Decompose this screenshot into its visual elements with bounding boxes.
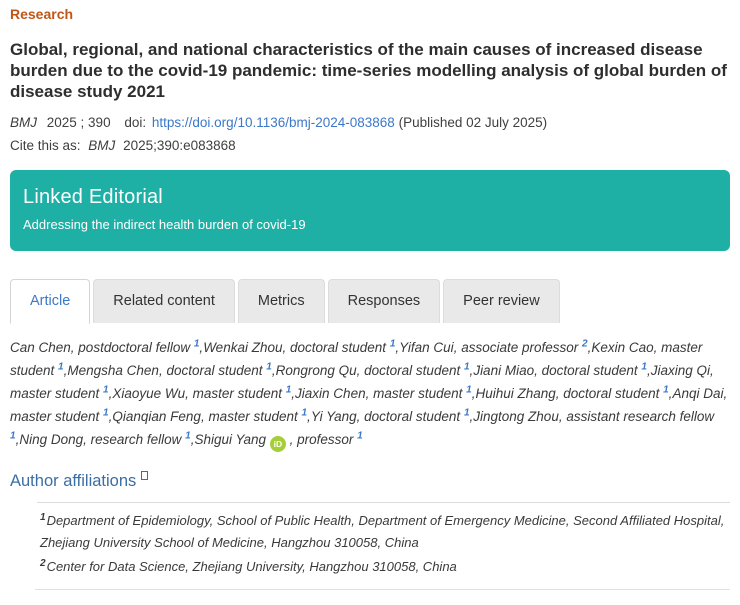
orcid-icon[interactable]: iD bbox=[269, 436, 286, 452]
affiliation-ref: 1 bbox=[301, 407, 308, 419]
affiliation-ref: 1 bbox=[58, 361, 64, 373]
tab-peer-review[interactable]: Peer review bbox=[443, 279, 560, 323]
affiliation-ref: 1 bbox=[285, 384, 292, 396]
cite-as-prefix: Cite this as: bbox=[10, 138, 81, 153]
affiliation-ref: 1 bbox=[10, 430, 16, 442]
published-date: (Published 02 July 2025) bbox=[398, 115, 548, 130]
linked-editorial-title: Linked Editorial bbox=[23, 186, 163, 208]
divider-bottom bbox=[35, 589, 730, 590]
cite-as-detail: 2025;390:e083868 bbox=[123, 138, 236, 153]
author: Wenkai Zhou, doctoral student 1 bbox=[203, 338, 396, 355]
affiliation-ref: 1 bbox=[185, 430, 191, 442]
tab-article[interactable]: Article bbox=[10, 279, 91, 324]
tab-bar: Article Related content Metrics Responses Pe… bbox=[10, 278, 730, 324]
affiliation-ref: 1 bbox=[466, 384, 472, 396]
author: Jiaxin Chen, master student 1 bbox=[295, 384, 472, 401]
affiliation-ref: 1 bbox=[463, 407, 470, 419]
author: Qianqian Feng, master student 1 bbox=[112, 407, 308, 424]
tab-metrics[interactable]: Metrics bbox=[237, 279, 325, 323]
journal-name: BMJ bbox=[10, 115, 37, 130]
affiliation-ref: 1 bbox=[103, 384, 109, 396]
tab-related-content[interactable]: Related content bbox=[93, 279, 235, 323]
affiliation-ref: 1 bbox=[389, 338, 396, 350]
divider-top bbox=[37, 502, 730, 503]
author-list: Can Chen, postdoctoral fellow 1,Wenkai Z… bbox=[10, 336, 730, 452]
affiliation-ref: 1 bbox=[103, 407, 109, 419]
author: Mengsha Chen, doctoral student 1 bbox=[67, 361, 272, 378]
author: Xiaoyue Wu, master student 1 bbox=[112, 384, 292, 401]
author-affiliations-label: Author affiliations bbox=[10, 472, 137, 490]
affiliation-ref: 1 bbox=[641, 361, 647, 373]
section-label-research[interactable]: Research bbox=[10, 6, 74, 22]
affiliation-number: 1 bbox=[40, 511, 46, 523]
author-affiliations-heading[interactable]: Author affiliations bbox=[10, 471, 730, 491]
author: Ning Dong, research fellow 1 bbox=[19, 430, 191, 447]
author: Jingtong Zhou, assistant research fellow… bbox=[10, 409, 715, 442]
affiliation-list: 1Department of Epidemiology, School of P… bbox=[40, 510, 730, 578]
author: Rongrong Qu, doctoral student 1 bbox=[275, 361, 470, 378]
doi-link[interactable]: https://doi.org/10.1136/bmj-2024-083868 bbox=[151, 115, 395, 130]
affiliation-ref: 1 bbox=[266, 361, 272, 373]
author: Jiaxing Qi, master student 1 bbox=[10, 363, 714, 401]
affiliation-ref: 1 bbox=[357, 430, 363, 442]
affiliation-item: 1Department of Epidemiology, School of P… bbox=[40, 511, 725, 550]
year-volume: 2025 ; 390 bbox=[46, 115, 111, 130]
affiliation-item: 2Center for Data Science, Zhejiang Unive… bbox=[40, 557, 457, 574]
affiliation-ref: 1 bbox=[193, 338, 200, 350]
tab-responses[interactable]: Responses bbox=[327, 279, 441, 323]
doi-label: doi: bbox=[124, 115, 147, 130]
author: Can Chen, postdoctoral fellow 1 bbox=[10, 338, 200, 355]
author: Huihui Zhang, doctoral student 1 bbox=[475, 384, 669, 401]
cite-as-journal: BMJ bbox=[88, 138, 116, 153]
author: Jiani Miao, doctoral student 1 bbox=[473, 361, 647, 378]
affiliation-ref: 2 bbox=[582, 338, 588, 350]
article-title: Global, regional, and national character… bbox=[10, 40, 727, 101]
author: Yi Yang, doctoral student 1 bbox=[310, 407, 470, 424]
expand-toggle-icon[interactable] bbox=[141, 471, 149, 480]
affiliation-ref: 1 bbox=[663, 384, 669, 396]
affiliation-number: 2 bbox=[40, 557, 46, 569]
linked-editorial-link[interactable]: Addressing the indirect health burden of… bbox=[23, 217, 306, 232]
author: Kexin Cao, master student 1 bbox=[10, 340, 703, 378]
author: Shigui Yang iD , professor 1 bbox=[195, 430, 363, 452]
citation-line: BMJ 2025 ; 390 doi: https://doi.org/10.1… bbox=[10, 115, 730, 130]
cite-as-line: Cite this as: BMJ 2025;390:e083868 bbox=[10, 138, 730, 153]
linked-editorial-banner[interactable]: Linked Editorial Addressing the indirect… bbox=[10, 170, 730, 251]
author: Yifan Cui, associate professor 2 bbox=[399, 338, 588, 355]
author: Anqi Dai, master student 1 bbox=[10, 386, 728, 424]
affiliation-ref: 1 bbox=[463, 361, 470, 373]
